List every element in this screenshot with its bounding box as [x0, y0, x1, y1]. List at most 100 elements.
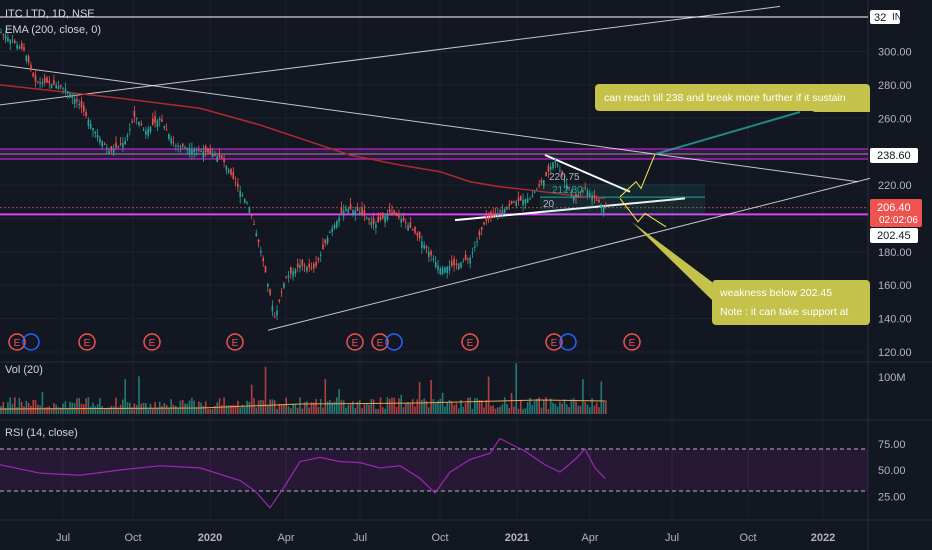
volume-bar: [124, 379, 126, 414]
volume-bar: [101, 405, 103, 414]
candle-body: [384, 216, 386, 223]
support-price: 202.45: [877, 230, 911, 242]
candle-body: [545, 172, 547, 177]
candle-body: [89, 123, 92, 129]
volume-bar: [30, 405, 32, 414]
candle-body: [547, 165, 550, 172]
candle-body: [405, 222, 407, 224]
candle-body: [579, 191, 582, 193]
volume-bar: [57, 407, 60, 414]
candle-body: [306, 266, 308, 272]
candle-body: [184, 147, 186, 149]
y-tick-label: 220.00: [878, 180, 912, 192]
candle-body: [260, 250, 262, 253]
last-price: 206.40: [877, 202, 911, 214]
earnings-marker: [346, 333, 364, 351]
candle-body: [290, 267, 292, 274]
candle-body: [106, 147, 108, 149]
volume-bar: [221, 405, 223, 414]
volume-bar: [414, 406, 416, 414]
volume-bar: [0, 406, 2, 414]
candle-body: [34, 75, 37, 82]
volume-bar: [543, 399, 545, 414]
candle-body: [540, 180, 543, 184]
volume-legend[interactable]: Vol (20): [5, 364, 43, 376]
candle-body: [154, 116, 156, 123]
volume-bar: [444, 406, 446, 414]
candle-body: [368, 218, 370, 220]
volume-bar: [540, 407, 543, 414]
earnings-marker-label: E: [377, 338, 384, 349]
volume-bar: [423, 398, 425, 414]
volume-bar: [428, 407, 430, 414]
volume-bar: [218, 398, 221, 414]
bearish-note-pointer: [632, 222, 712, 300]
candle-body: [147, 128, 149, 136]
candle-body: [453, 258, 455, 266]
candle-body: [303, 265, 306, 267]
candle-body: [584, 187, 586, 189]
candle-body: [269, 289, 271, 295]
bearish-note-box[interactable]: [712, 280, 870, 325]
earnings-marker-label: E: [551, 338, 558, 349]
volume-bar: [510, 392, 513, 414]
ema-legend[interactable]: EMA (200, close, 0): [5, 24, 101, 36]
volume-tick-label: 100M: [878, 372, 906, 384]
candle-body: [237, 183, 239, 187]
volume-bar: [103, 408, 106, 414]
volume-bar: [487, 376, 490, 414]
volume-bar: [216, 402, 218, 414]
candle-body: [223, 158, 225, 163]
candle-body: [322, 244, 324, 249]
x-tick-label: Oct: [431, 532, 448, 544]
volume-bar: [508, 407, 511, 414]
volume-bar: [382, 407, 384, 414]
volume-bar: [161, 406, 163, 414]
candle-body: [515, 201, 517, 206]
rsi-legend[interactable]: RSI (14, close): [5, 427, 78, 439]
volume-bar: [16, 407, 18, 414]
candle-body: [531, 195, 534, 197]
volume-bar: [319, 399, 322, 414]
candle-body: [207, 148, 209, 153]
volume-bar: [457, 408, 460, 414]
volume-bar: [2, 401, 5, 414]
volume-bar: [117, 407, 120, 414]
candle-body: [462, 261, 465, 263]
bullish-note-box[interactable]: [595, 84, 870, 111]
symbol-title[interactable]: ITC LTD, 1D, NSE: [5, 8, 95, 20]
volume-bar: [315, 399, 317, 414]
volume-bar: [172, 404, 175, 414]
earnings-marker: [623, 333, 641, 351]
candle-body: [200, 150, 202, 152]
candle-body: [112, 149, 115, 153]
candle-body: [402, 217, 405, 221]
candle-body: [255, 232, 258, 237]
candle-body: [340, 207, 343, 215]
volume-bar: [20, 401, 23, 414]
volume-bar: [177, 407, 179, 414]
candle-body: [211, 154, 214, 158]
candle-body: [363, 210, 366, 216]
trend-line: [0, 5, 781, 106]
support-badge: [870, 228, 918, 243]
volume-bar: [503, 397, 506, 414]
candle-body: [193, 149, 195, 152]
earnings-marker-label: E: [352, 338, 359, 349]
volume-bar: [89, 406, 92, 414]
volume-bar: [76, 398, 78, 414]
volume-bar: [9, 397, 11, 414]
trend-line: [544, 154, 631, 193]
volume-bar: [572, 398, 575, 414]
candle-body: [225, 166, 228, 170]
candle-body: [195, 149, 198, 151]
earnings-marker-label: E: [232, 338, 239, 349]
candle-body: [600, 204, 603, 208]
candle-body: [232, 172, 235, 179]
candle-body: [379, 216, 382, 221]
projection-arrow-up: [619, 153, 656, 198]
top-clipped-badge: [870, 10, 900, 24]
